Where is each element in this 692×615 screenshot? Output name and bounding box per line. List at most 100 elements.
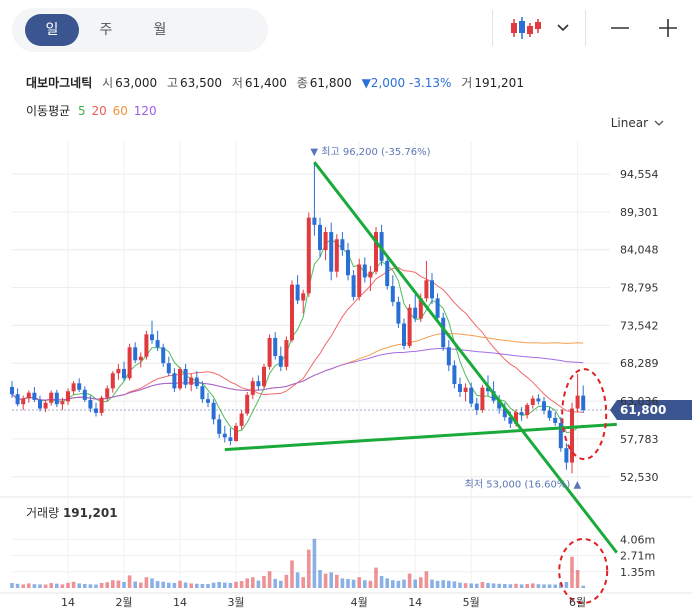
ma-20-line bbox=[11, 267, 584, 413]
current-price-tag bbox=[610, 399, 692, 420]
volume-bar bbox=[295, 572, 300, 588]
candle-body bbox=[525, 404, 530, 416]
candle-body bbox=[245, 394, 250, 414]
candle-body bbox=[239, 413, 244, 426]
volume-bar bbox=[60, 584, 65, 588]
axes: 94,554 89,301 84,048 78,795 73,542 68,289 63,0… bbox=[26, 168, 659, 609]
candle-body bbox=[88, 399, 93, 409]
volume-bar bbox=[531, 583, 535, 588]
ma-5-line bbox=[11, 238, 584, 434]
candle-body bbox=[323, 232, 328, 251]
candle-body bbox=[469, 387, 474, 404]
tab-day[interactable]: 일 bbox=[25, 14, 79, 46]
candle-body bbox=[278, 355, 283, 367]
volume-bar bbox=[413, 579, 417, 588]
candle-body bbox=[570, 408, 574, 463]
volume-bar bbox=[570, 556, 574, 588]
volume-bar bbox=[419, 577, 423, 588]
zoom-out-button[interactable] bbox=[602, 10, 638, 46]
candle-body bbox=[312, 217, 317, 225]
candle-body bbox=[94, 408, 98, 413]
time-tick-label: 6월 bbox=[569, 596, 586, 609]
volume-bar bbox=[503, 584, 507, 588]
volume-bar bbox=[195, 583, 199, 588]
candle-body bbox=[133, 347, 138, 361]
candle-body bbox=[234, 425, 238, 441]
volume-bar bbox=[111, 580, 115, 588]
volume-annotation-circle bbox=[558, 538, 609, 604]
candle-body bbox=[547, 410, 552, 418]
volume-bars bbox=[10, 538, 585, 588]
volume-bar bbox=[239, 581, 244, 588]
candle-body bbox=[346, 250, 350, 276]
time-tick-label: 4월 bbox=[351, 596, 368, 609]
candle-body bbox=[306, 217, 311, 294]
candle-body bbox=[530, 398, 535, 405]
candle-body bbox=[351, 275, 356, 297]
candle-body bbox=[564, 448, 569, 463]
candle-body bbox=[553, 417, 558, 423]
ma-60-line bbox=[11, 332, 584, 401]
volume-bar bbox=[127, 575, 132, 588]
volume-bar bbox=[172, 582, 177, 588]
annotations: ▼ 최고 96,200 (-35.76%) 최저 53,000 (16.60%) … bbox=[12, 146, 692, 604]
volume-bar bbox=[49, 583, 53, 588]
candle-body bbox=[295, 284, 300, 301]
volume-bar bbox=[385, 578, 389, 588]
low-marker-label: 최저 53,000 (16.60%) ▲ bbox=[465, 478, 582, 490]
candle-body bbox=[166, 363, 171, 374]
time-tick-label: 14 bbox=[173, 596, 187, 609]
moving-average-legend: 이동평균 5 20 60 120 bbox=[26, 102, 159, 119]
volume-bar bbox=[99, 582, 104, 588]
volume-bar bbox=[256, 580, 261, 588]
time-tick-label: 14 bbox=[61, 596, 75, 609]
candle-body bbox=[334, 239, 339, 272]
candle-body bbox=[497, 400, 502, 409]
volume-bar bbox=[340, 578, 345, 588]
tab-month[interactable]: 월 bbox=[153, 22, 167, 38]
volume-bar bbox=[491, 583, 496, 588]
volume-bar bbox=[329, 572, 333, 588]
time-tick-label: 2월 bbox=[115, 596, 132, 609]
volume-bar bbox=[279, 580, 283, 588]
candle-body bbox=[189, 377, 194, 385]
candle-body bbox=[105, 388, 110, 398]
volume-tick-label: 2.71m bbox=[620, 549, 655, 562]
volume-bar bbox=[363, 580, 367, 588]
zoom-in-button[interactable] bbox=[650, 10, 686, 46]
volume-bar bbox=[284, 574, 289, 588]
price-change: ▼2,000 bbox=[361, 76, 406, 90]
candle-body bbox=[441, 317, 446, 348]
price-tick-label: 89,301 bbox=[620, 206, 659, 219]
tab-week[interactable]: 주 bbox=[99, 22, 113, 38]
candle-body bbox=[491, 391, 496, 401]
volume-bar bbox=[374, 567, 378, 588]
close-price: 61,800 bbox=[309, 76, 352, 90]
candle-body bbox=[379, 232, 384, 261]
candle-body bbox=[38, 399, 42, 409]
volume-bar bbox=[83, 584, 87, 588]
current-price-label: 61,800 bbox=[620, 403, 666, 417]
volume-bar bbox=[307, 549, 311, 588]
toolbar-divider bbox=[492, 10, 493, 46]
volume-bar bbox=[21, 584, 25, 588]
candle-body bbox=[267, 337, 272, 367]
volume-bar bbox=[514, 583, 518, 588]
ma-120-line bbox=[11, 348, 584, 401]
volume-bar bbox=[559, 582, 563, 588]
volume-bar bbox=[150, 578, 154, 588]
volume-bar bbox=[122, 582, 126, 588]
volume-bar bbox=[228, 582, 233, 588]
quote-summary: 대보마그네틱 시 63,000 고 63,500 저 61,400 종 61,800 ▼… bbox=[26, 74, 530, 91]
candle-body bbox=[54, 392, 59, 405]
candle-body bbox=[318, 224, 322, 251]
ma-5: 5 bbox=[78, 104, 86, 118]
scale-dropdown[interactable]: Linear bbox=[611, 116, 664, 130]
price-change-percent: -3.13% bbox=[409, 76, 452, 90]
volume-bar bbox=[536, 584, 541, 588]
volume-bar bbox=[234, 581, 238, 588]
open-price: 63,000 bbox=[115, 76, 158, 90]
chart-type-dropdown[interactable] bbox=[505, 10, 575, 46]
volume-bar bbox=[88, 584, 93, 588]
candle-body bbox=[452, 365, 457, 385]
